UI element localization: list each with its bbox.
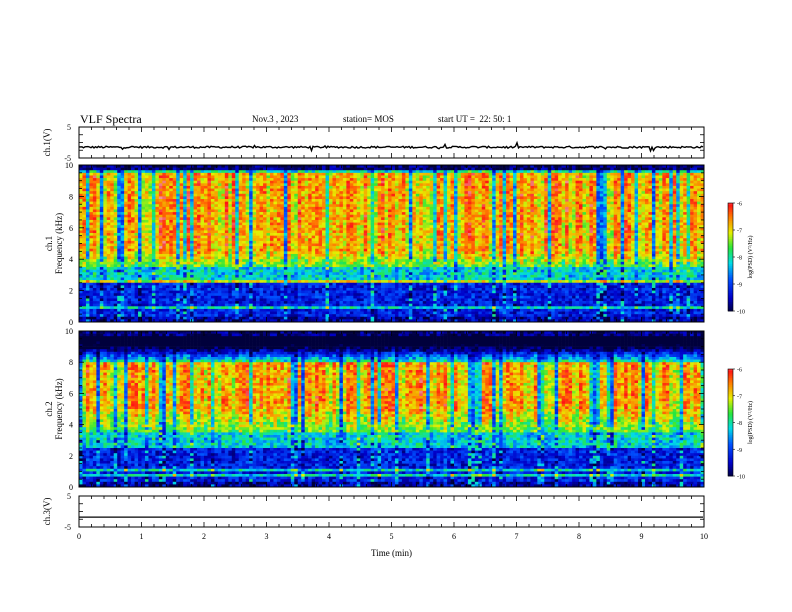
ch2-spectro-ylabel: ch.2Frequency (kHz) bbox=[44, 378, 64, 439]
ch2-spectro-ytick: 0 bbox=[69, 483, 73, 492]
ch1-spectro-colorbar-tick: -9 bbox=[737, 283, 742, 289]
x-tick-label: 0 bbox=[77, 532, 81, 541]
ch2-spectro-ytick: 6 bbox=[69, 389, 73, 398]
ch1-spectro-cells bbox=[79, 165, 704, 322]
ch1-trace bbox=[79, 143, 703, 151]
x-tick-label: 5 bbox=[390, 532, 394, 541]
ch3-waveform-panel: 5 -5 ch.3(V) bbox=[42, 492, 704, 532]
ch2-colorbar: -6 -7 -8 -9 -10 log(PSD) (V²/Hz) bbox=[728, 368, 754, 481]
ch1-spectro-colorbar-tick: -6 bbox=[737, 202, 742, 208]
ch1-spectro-colorbar-tick: -10 bbox=[737, 310, 745, 316]
ch2-spectro-ytick: 8 bbox=[69, 358, 73, 367]
ch1-spectro-colorbar-tick: -7 bbox=[737, 229, 742, 235]
ch3-ytick: -5 bbox=[64, 523, 71, 532]
ch2-spectro-colorbar-tick: -9 bbox=[737, 448, 742, 454]
ch2-spectro-ytick: 2 bbox=[69, 452, 73, 461]
ch1-ytick: 5 bbox=[67, 123, 71, 132]
ch1-spectro-colorbar-label: log(PSD) (V²/Hz) bbox=[747, 236, 754, 279]
x-axis-label: Time (min) bbox=[371, 548, 412, 558]
ch1-waveform-panel: 5-5ch.1(V) bbox=[42, 123, 704, 163]
ch1-spectro-colorbar-tick: -8 bbox=[737, 256, 742, 262]
ch2-spectro-colorbar-label: log(PSD) (V²/Hz) bbox=[747, 401, 754, 444]
ch3-ylabel: ch.3(V) bbox=[42, 498, 52, 526]
x-tick-label: 6 bbox=[452, 532, 456, 541]
ch1-ylabel: ch.1(V) bbox=[42, 129, 52, 157]
ch1-spectro-ytick: 10 bbox=[65, 161, 73, 170]
ch2-spectrogram-panel: 0 2 4 6 8 10 ch.2Frequency (kHz) bbox=[44, 327, 704, 492]
ch1-spectro-ytick: 4 bbox=[69, 255, 73, 264]
ch3-ytick: 5 bbox=[67, 492, 71, 501]
ch2-spectro-cells bbox=[79, 331, 704, 487]
x-tick-label: 8 bbox=[577, 532, 581, 541]
ch2-spectro-colorbar-tick: -7 bbox=[737, 394, 742, 400]
ch1-colorbar: -6 -7 -8 -9 -10 log(PSD) (V²/Hz) bbox=[728, 202, 754, 316]
ch1-spectrogram-panel: 0 2 4 6 8 10 ch.1Frequency (kHz) bbox=[44, 161, 704, 327]
ch2-spectro-ytick: 4 bbox=[69, 421, 73, 430]
ch2-spectro-colorbar-tick: -6 bbox=[737, 368, 742, 374]
x-tick-label: 10 bbox=[700, 532, 708, 541]
x-tick-label: 7 bbox=[515, 532, 519, 541]
x-tick-label: 3 bbox=[265, 532, 269, 541]
x-tick-label: 2 bbox=[202, 532, 206, 541]
ch2-spectro-colorbar-tick: -10 bbox=[737, 475, 745, 481]
ch1-spectro-ytick: 6 bbox=[69, 224, 73, 233]
ch1-spectro-ytick: 2 bbox=[69, 287, 73, 296]
ch2-spectro-ytick: 10 bbox=[65, 327, 73, 336]
x-tick-label: 4 bbox=[327, 532, 331, 541]
ch1-spectro-ytick: 0 bbox=[69, 318, 73, 327]
ch1-spectro-ylabel: ch.1Frequency (kHz) bbox=[44, 213, 64, 274]
x-tick-label: 9 bbox=[640, 532, 644, 541]
time-axis: 0 1 2 3 4 5 6 7 8 9 10 Time (min) bbox=[77, 532, 708, 558]
ch2-spectro-colorbar-tick: -8 bbox=[737, 421, 742, 427]
x-tick-label: 1 bbox=[140, 532, 144, 541]
ch1-spectro-ytick: 8 bbox=[69, 192, 73, 201]
